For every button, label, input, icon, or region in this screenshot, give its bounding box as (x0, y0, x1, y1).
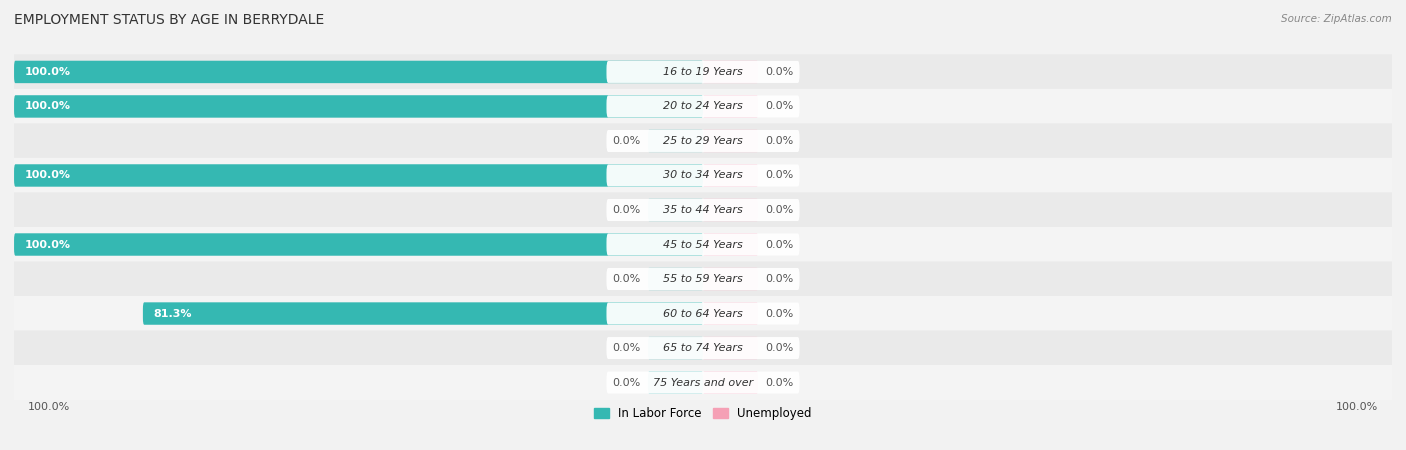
FancyBboxPatch shape (14, 164, 703, 187)
FancyBboxPatch shape (703, 233, 758, 256)
FancyBboxPatch shape (0, 365, 1406, 400)
FancyBboxPatch shape (606, 372, 800, 394)
FancyBboxPatch shape (648, 337, 703, 359)
Text: EMPLOYMENT STATUS BY AGE IN BERRYDALE: EMPLOYMENT STATUS BY AGE IN BERRYDALE (14, 14, 325, 27)
Text: 0.0%: 0.0% (613, 205, 641, 215)
FancyBboxPatch shape (703, 337, 758, 359)
FancyBboxPatch shape (0, 330, 1406, 366)
Text: 100.0%: 100.0% (1336, 401, 1378, 412)
FancyBboxPatch shape (648, 130, 703, 152)
Text: 16 to 19 Years: 16 to 19 Years (664, 67, 742, 77)
Legend: In Labor Force, Unemployed: In Labor Force, Unemployed (595, 407, 811, 420)
Text: 100.0%: 100.0% (24, 101, 70, 112)
FancyBboxPatch shape (648, 199, 703, 221)
FancyBboxPatch shape (703, 61, 758, 83)
FancyBboxPatch shape (703, 130, 758, 152)
Text: 0.0%: 0.0% (765, 309, 793, 319)
FancyBboxPatch shape (0, 261, 1406, 297)
Text: 20 to 24 Years: 20 to 24 Years (664, 101, 742, 112)
FancyBboxPatch shape (14, 95, 703, 117)
FancyBboxPatch shape (606, 234, 800, 256)
Text: 0.0%: 0.0% (765, 239, 793, 249)
FancyBboxPatch shape (703, 302, 758, 325)
FancyBboxPatch shape (0, 296, 1406, 331)
Text: 0.0%: 0.0% (613, 136, 641, 146)
Text: 0.0%: 0.0% (765, 171, 793, 180)
FancyBboxPatch shape (606, 268, 800, 290)
Text: 60 to 64 Years: 60 to 64 Years (664, 309, 742, 319)
Text: 0.0%: 0.0% (765, 274, 793, 284)
FancyBboxPatch shape (606, 61, 800, 83)
FancyBboxPatch shape (0, 123, 1406, 158)
Text: 0.0%: 0.0% (765, 378, 793, 387)
FancyBboxPatch shape (703, 268, 758, 290)
FancyBboxPatch shape (0, 227, 1406, 262)
FancyBboxPatch shape (14, 61, 703, 83)
Text: 0.0%: 0.0% (765, 67, 793, 77)
Text: 45 to 54 Years: 45 to 54 Years (664, 239, 742, 249)
FancyBboxPatch shape (606, 130, 800, 152)
Text: 0.0%: 0.0% (765, 101, 793, 112)
Text: Source: ZipAtlas.com: Source: ZipAtlas.com (1281, 14, 1392, 23)
FancyBboxPatch shape (703, 371, 758, 394)
Text: 81.3%: 81.3% (153, 309, 191, 319)
FancyBboxPatch shape (606, 95, 800, 117)
FancyBboxPatch shape (0, 193, 1406, 228)
Text: 0.0%: 0.0% (765, 136, 793, 146)
FancyBboxPatch shape (14, 233, 703, 256)
FancyBboxPatch shape (703, 164, 758, 187)
Text: 100.0%: 100.0% (24, 67, 70, 77)
Text: 0.0%: 0.0% (613, 343, 641, 353)
FancyBboxPatch shape (606, 337, 800, 359)
Text: 100.0%: 100.0% (24, 239, 70, 249)
FancyBboxPatch shape (0, 158, 1406, 193)
Text: 25 to 29 Years: 25 to 29 Years (664, 136, 742, 146)
FancyBboxPatch shape (703, 95, 758, 117)
Text: 0.0%: 0.0% (765, 343, 793, 353)
FancyBboxPatch shape (0, 89, 1406, 124)
FancyBboxPatch shape (648, 268, 703, 290)
FancyBboxPatch shape (606, 199, 800, 221)
FancyBboxPatch shape (606, 165, 800, 186)
FancyBboxPatch shape (648, 371, 703, 394)
FancyBboxPatch shape (143, 302, 703, 325)
Text: 55 to 59 Years: 55 to 59 Years (664, 274, 742, 284)
Text: 0.0%: 0.0% (613, 274, 641, 284)
Text: 100.0%: 100.0% (28, 401, 70, 412)
FancyBboxPatch shape (606, 302, 800, 324)
Text: 0.0%: 0.0% (765, 205, 793, 215)
Text: 100.0%: 100.0% (24, 171, 70, 180)
Text: 65 to 74 Years: 65 to 74 Years (664, 343, 742, 353)
Text: 0.0%: 0.0% (613, 378, 641, 387)
Text: 30 to 34 Years: 30 to 34 Years (664, 171, 742, 180)
Text: 35 to 44 Years: 35 to 44 Years (664, 205, 742, 215)
FancyBboxPatch shape (703, 199, 758, 221)
Text: 75 Years and over: 75 Years and over (652, 378, 754, 387)
FancyBboxPatch shape (0, 54, 1406, 90)
